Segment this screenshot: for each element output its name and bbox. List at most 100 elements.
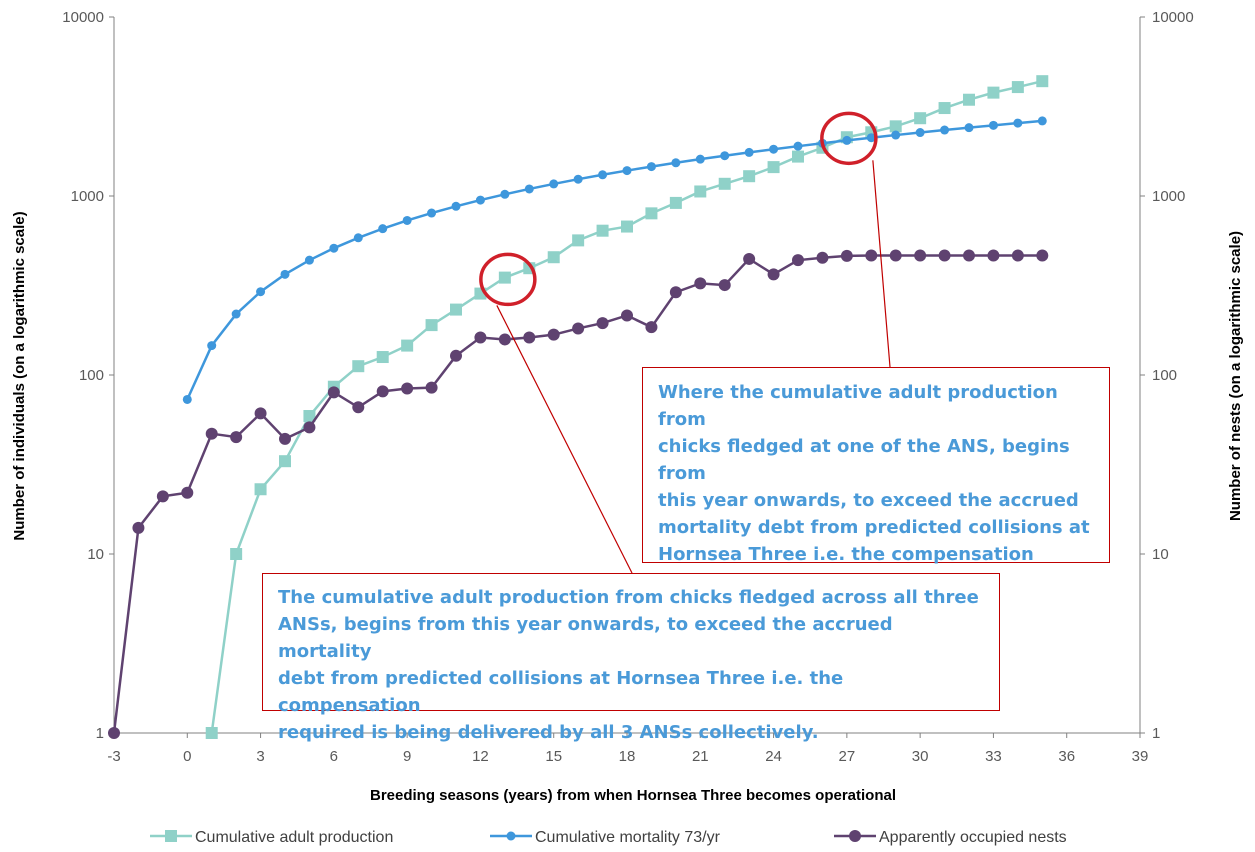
data-point — [425, 381, 438, 394]
data-point — [254, 483, 267, 496]
x-tick-label: 0 — [183, 748, 191, 765]
x-tick-label: 12 — [472, 748, 489, 765]
data-point — [622, 166, 632, 176]
y-axis-right-title: Number of nests (on a logarithmic scale) — [1227, 231, 1244, 521]
legend-label: Apparently occupied nests — [879, 829, 1067, 846]
data-point — [279, 455, 291, 468]
y-axis-left-ticks: 1 10 100 1000 10000 — [62, 9, 114, 742]
data-point — [987, 249, 1000, 262]
x-tick-label: 6 — [330, 748, 338, 765]
data-point — [376, 385, 389, 398]
highlight-circle-2 — [479, 252, 537, 307]
data-point — [254, 407, 267, 420]
y-left-tick-label: 1 — [96, 725, 104, 742]
y-right-tick-label: 1000 — [1152, 188, 1185, 205]
data-point — [694, 277, 707, 290]
y-axis-left-title: Number of individuals (on a logarithmic … — [11, 211, 28, 540]
annotation-line: required is being delivered by all 3 ANS… — [278, 722, 819, 743]
highlight-circle-1 — [820, 111, 878, 166]
data-point — [840, 249, 853, 262]
legend-label: Cumulative mortality 73/yr — [535, 829, 721, 846]
y-left-tick-label: 10000 — [62, 9, 104, 26]
legend-item-2: Cumulative mortality 73/yr — [490, 829, 721, 846]
data-point — [181, 486, 194, 499]
data-point — [769, 144, 779, 154]
data-point — [182, 394, 192, 404]
data-point — [718, 177, 731, 190]
data-point — [988, 120, 998, 130]
data-point — [720, 151, 730, 161]
data-point — [401, 382, 414, 395]
legend-marker — [506, 831, 516, 841]
data-point — [303, 410, 316, 423]
annotation-leaders — [479, 111, 891, 574]
data-point — [230, 431, 243, 444]
data-point — [914, 249, 927, 262]
data-point — [963, 249, 975, 262]
data-point — [402, 215, 412, 225]
data-point — [450, 349, 462, 362]
data-point — [744, 147, 754, 157]
data-point — [205, 427, 218, 440]
series-layer — [108, 75, 1049, 739]
data-point — [671, 158, 681, 168]
data-point — [474, 331, 487, 344]
data-point — [231, 309, 241, 319]
data-point — [718, 279, 731, 292]
data-point — [1011, 81, 1024, 94]
data-point — [987, 86, 1000, 99]
x-tick-label: 33 — [985, 748, 1002, 765]
annotation-1-ans: Where the cumulative adult production fr… — [642, 367, 1110, 619]
legend-item-3: Apparently occupied nests — [834, 829, 1067, 846]
data-point — [938, 249, 951, 262]
data-point — [132, 521, 145, 534]
y-right-tick-label: 10 — [1152, 546, 1169, 563]
data-point — [889, 249, 902, 262]
data-point — [523, 331, 536, 344]
y-right-tick-label: 1 — [1152, 725, 1160, 742]
data-point — [793, 141, 803, 151]
data-point — [865, 126, 878, 139]
y-right-tick-label: 100 — [1152, 367, 1177, 384]
annotation-line: chicks fledged at one of the ANS, begins… — [658, 436, 1070, 484]
data-point — [743, 170, 756, 183]
data-point — [792, 254, 804, 267]
data-point — [889, 120, 902, 133]
data-point — [914, 112, 927, 125]
data-point — [572, 322, 585, 335]
data-point — [695, 154, 705, 164]
data-point — [596, 317, 609, 330]
data-point — [549, 179, 559, 189]
annotation-line: Where the cumulative adult production fr… — [658, 382, 1058, 430]
data-point — [842, 135, 852, 145]
data-point — [743, 252, 756, 265]
data-point — [646, 162, 656, 172]
annotation-line: ANSs, begins from this year onwards, to … — [278, 614, 893, 662]
data-point — [645, 207, 658, 220]
data-point — [376, 351, 389, 364]
annotation-line: The cumulative adult production from chi… — [278, 587, 979, 608]
data-point — [598, 170, 608, 180]
data-point — [427, 208, 437, 218]
data-point — [498, 271, 511, 284]
x-tick-label: 30 — [912, 748, 929, 765]
x-axis-ticks: -3 0 3 6 9 12 15 18 21 24 27 30 33 36 39 — [107, 733, 1148, 765]
data-point — [352, 401, 365, 414]
data-point — [572, 234, 585, 247]
data-point — [303, 421, 316, 434]
data-point — [108, 727, 120, 739]
data-point — [816, 251, 829, 264]
data-point — [1013, 118, 1023, 128]
x-axis-title: Breeding seasons (years) from when Horns… — [370, 787, 896, 804]
data-point — [866, 133, 876, 143]
data-point — [329, 243, 339, 253]
x-tick-label: 36 — [1058, 748, 1075, 765]
legend-marker — [165, 830, 177, 842]
series-3 — [108, 249, 1049, 739]
data-point — [621, 309, 633, 322]
data-point — [450, 303, 462, 316]
data-point — [964, 123, 974, 133]
data-point — [280, 269, 290, 279]
data-point — [327, 386, 340, 399]
